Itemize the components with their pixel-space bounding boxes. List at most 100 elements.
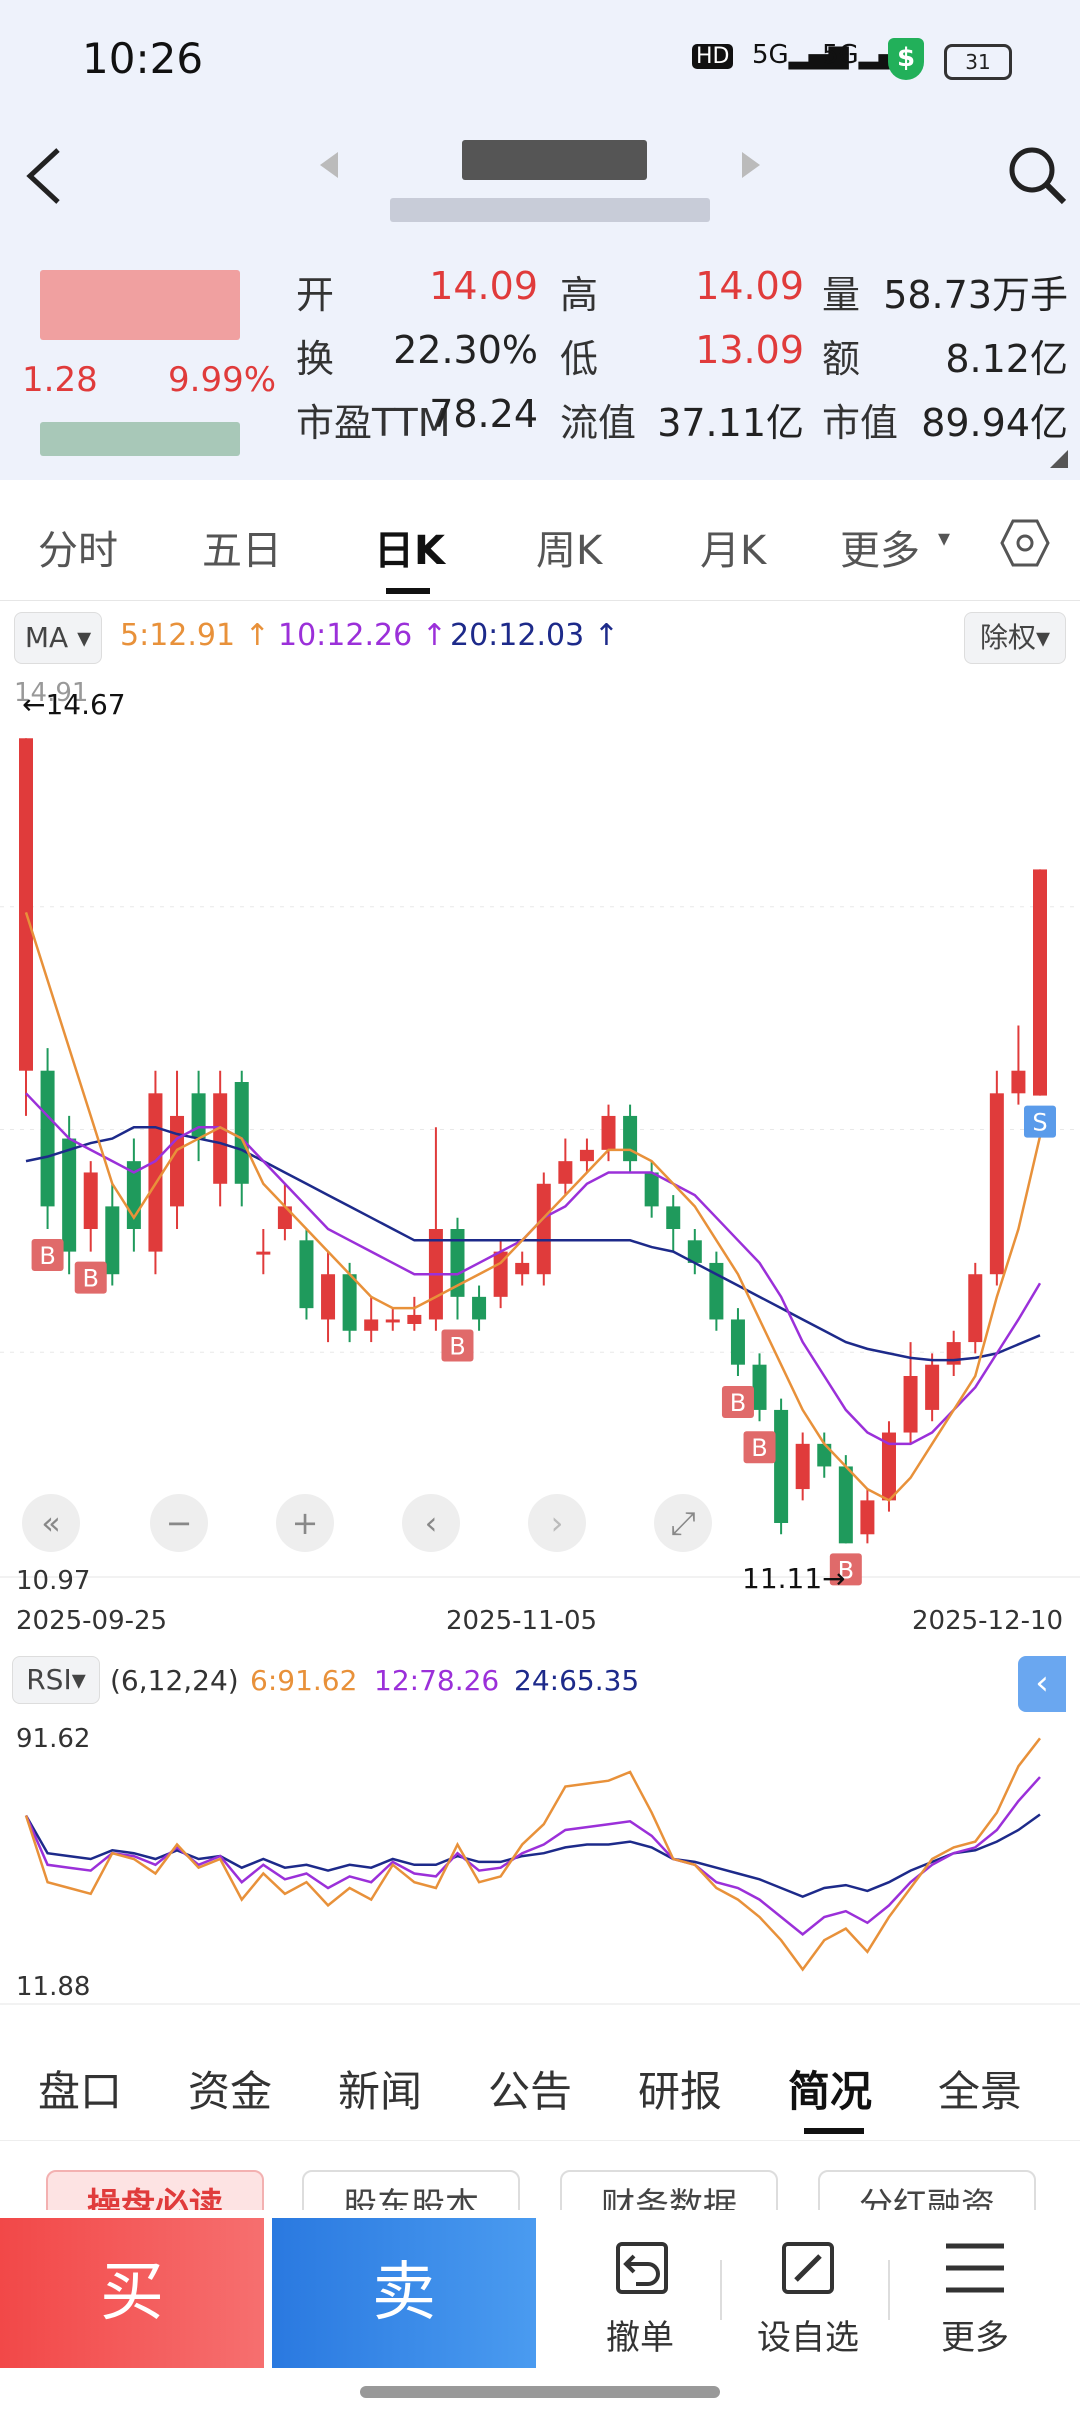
undo-order-label[interactable]: 撤单 (606, 2318, 674, 2358)
undo-order-icon[interactable] (612, 2238, 672, 2298)
candle-body (881, 1432, 896, 1501)
candle-body (623, 1115, 638, 1162)
date-mid: 2025-11-05 (446, 1606, 598, 1636)
divider (888, 2260, 890, 2320)
rsi-params: (6,12,24) (110, 1664, 239, 1697)
candle-body (234, 1082, 249, 1184)
quote-label: 高 (560, 273, 599, 317)
sell-button[interactable]: 卖 (272, 2218, 536, 2368)
next-stock-icon[interactable] (740, 150, 762, 180)
tab-kline-3[interactable]: 周K (536, 528, 603, 574)
trade-mark-bg (721, 1385, 754, 1418)
ma10-value: 10:12.26 ↑ (278, 618, 447, 653)
stock-header (0, 120, 1080, 250)
quote-value: 89.94亿 (921, 401, 1068, 445)
buy-button[interactable]: 买 (0, 2218, 264, 2368)
candle-body (817, 1443, 832, 1467)
trade-mark-bg (1024, 1105, 1056, 1138)
ma20-value: 20:12.03 ↑ (450, 618, 619, 653)
collapse-panel-icon[interactable]: ‹ (1018, 1656, 1066, 1712)
trade-mark-text: S (1032, 1109, 1047, 1137)
active-tab-underline (386, 588, 430, 594)
quote-value: 37.11亿 (657, 401, 804, 445)
trade-mark-B: B (743, 1431, 776, 1464)
more-menu-label[interactable]: 更多 (941, 2318, 1009, 2358)
tab-kline-5[interactable]: 更多 (840, 528, 920, 574)
ma5-value: 5:12.91 ↑ (120, 618, 270, 653)
rsi6-line (24, 1737, 1041, 1972)
candle-body (493, 1251, 508, 1297)
candle-body (601, 1115, 616, 1150)
scroll-right-control[interactable]: › (528, 1494, 586, 1552)
change-percent: 9.99% (168, 360, 277, 400)
more-caret-icon[interactable]: ▾ (938, 524, 951, 552)
tab-info-6[interactable]: 全景 (938, 2067, 1023, 2116)
candle-body (472, 1296, 487, 1320)
status-time: 10:26 (82, 34, 204, 83)
candle-body (1033, 869, 1047, 1096)
adjust-selector[interactable]: 除权▾ (964, 612, 1066, 664)
tab-info-3[interactable]: 公告 (488, 2067, 573, 2116)
add-watchlist-label[interactable]: 设自选 (757, 2318, 859, 2358)
quote-value: 78.24 (429, 392, 538, 436)
candle-body (687, 1240, 702, 1263)
zoom-out-control[interactable]: − (150, 1494, 208, 1552)
trade-mark-bg (441, 1329, 474, 1362)
tab-kline-1[interactable]: 五日 (202, 528, 282, 574)
candle-body (148, 1093, 163, 1252)
tab-kline-4[interactable]: 月K (700, 528, 767, 574)
quote-value: 58.73万手 (883, 273, 1068, 317)
fullscreen-control[interactable]: ⤢ (654, 1494, 712, 1552)
rsi6-value: 6:91.62 (250, 1664, 358, 1697)
rsi12-line (24, 1776, 1041, 1937)
candle-body (277, 1206, 292, 1230)
shield-icon: $ (888, 38, 924, 80)
tab-kline-2[interactable]: 日K (374, 528, 445, 574)
rewind-control[interactable]: « (22, 1494, 80, 1552)
candle-body (730, 1319, 745, 1365)
rsi-chart[interactable]: 91.62 11.88 (0, 1700, 1080, 2010)
add-watchlist-icon[interactable] (778, 2238, 838, 2298)
tab-kline-0[interactable]: 分时 (38, 528, 118, 574)
trade-mark-text: B (751, 1434, 767, 1462)
trade-mark-text: B (39, 1242, 55, 1270)
candle-body (19, 738, 33, 1071)
candle-body (213, 1093, 228, 1184)
tab-info-5[interactable]: 简况 (788, 2067, 873, 2116)
candle-body (385, 1319, 400, 1323)
candle-body (536, 1183, 551, 1275)
quote-panel: 1.28 9.99% 开 14.09 高 14.09 量 58.73万手换 22.30% 低 1… (0, 250, 1080, 480)
status-bar: 10:26 HD 5G▂▄▆ 5G▂▄▆ $ 31 (0, 0, 1080, 120)
quote-label: 流值 (560, 401, 637, 445)
trade-mark-B: B (441, 1329, 474, 1362)
stock-code-redacted (390, 198, 710, 222)
candle-body (989, 1093, 1004, 1275)
ma-selector[interactable]: MA ▾ (14, 612, 102, 664)
tab-info-4[interactable]: 研报 (638, 2067, 723, 2116)
candle-body (191, 1093, 206, 1139)
tab-info-2[interactable]: 新闻 (338, 2067, 423, 2116)
tab-info-1[interactable]: 资金 (188, 2067, 273, 2116)
tab-info-0[interactable]: 盘口 (38, 2067, 123, 2116)
expand-corner-icon[interactable] (1050, 450, 1068, 468)
candle-body (321, 1274, 336, 1320)
trade-bottom-bar: 买 卖 撤单 设自选 更多 (0, 2210, 1080, 2412)
more-menu-icon[interactable] (944, 2240, 1006, 2296)
back-arrow-icon[interactable] (20, 144, 66, 208)
candle-body (364, 1319, 379, 1331)
trade-mark-bg (743, 1431, 776, 1464)
search-icon[interactable] (1006, 144, 1068, 206)
kline-period-tabs: 分时 五日 日K 周K 月K 更多 ▾ (0, 490, 1080, 601)
prev-stock-icon[interactable] (318, 150, 340, 180)
candle-body (62, 1138, 77, 1252)
quote-value: 8.12亿 (945, 337, 1068, 381)
settings-hex-icon[interactable] (1000, 518, 1050, 572)
trade-mark-text: B (82, 1265, 98, 1293)
candle-body (579, 1149, 594, 1162)
rsi-selector[interactable]: RSI▾ (12, 1656, 100, 1704)
rsi24-line (24, 1813, 1041, 1899)
scroll-left-control[interactable]: ‹ (402, 1494, 460, 1552)
candle-body (903, 1375, 918, 1433)
zoom-in-control[interactable]: + (276, 1494, 334, 1552)
